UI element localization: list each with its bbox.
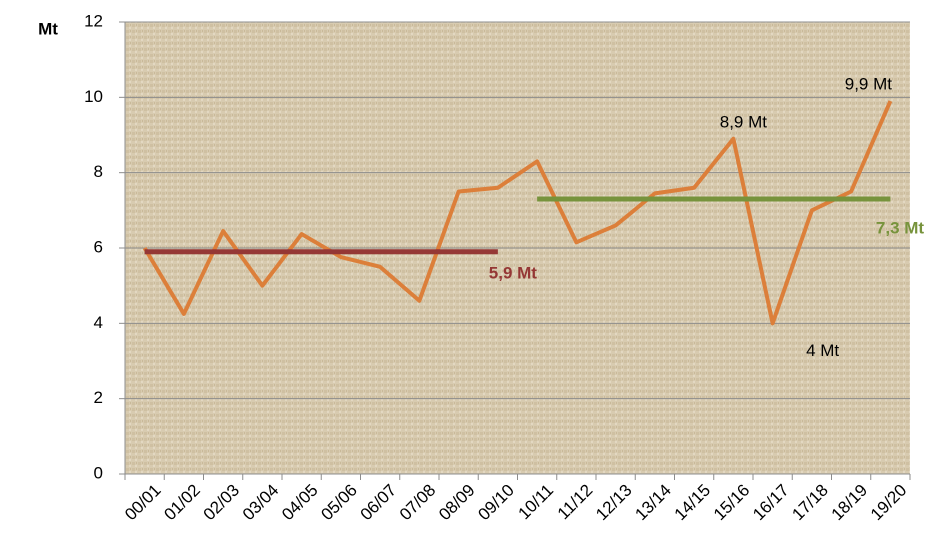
y-tick-label: 0 xyxy=(94,463,103,482)
x-tick-label: 12/13 xyxy=(592,481,636,525)
y-tick-label: 4 xyxy=(94,313,103,332)
y-tick-label: 12 xyxy=(84,11,103,30)
data-label: 4 Mt xyxy=(806,341,839,360)
average-label: 7,3 Mt xyxy=(876,219,925,238)
y-tick-label: 8 xyxy=(94,162,103,181)
average-label: 5,9 Mt xyxy=(489,263,538,282)
x-tick-label: 05/06 xyxy=(317,481,361,525)
x-tick-label: 02/03 xyxy=(200,481,244,525)
y-tick-label: 10 xyxy=(84,87,103,106)
data-label: 8,9 Mt xyxy=(720,112,768,131)
x-tick-label: 08/09 xyxy=(435,481,479,525)
x-tick-label: 07/08 xyxy=(396,481,440,525)
x-tick-label: 10/11 xyxy=(514,481,557,524)
data-label: 9,9 Mt xyxy=(845,75,893,94)
x-tick-label: 19/20 xyxy=(867,481,911,525)
y-tick-label: 2 xyxy=(94,388,103,407)
x-tick-label: 11/12 xyxy=(554,481,597,524)
data-line xyxy=(142,100,893,326)
y-tick-label: 6 xyxy=(94,237,103,256)
x-tick-label: 18/19 xyxy=(828,481,872,525)
x-tick-label: 16/17 xyxy=(749,481,793,525)
x-tick-label: 17/18 xyxy=(788,481,832,525)
x-tick-label: 01/02 xyxy=(160,481,204,525)
x-tick-label: 06/07 xyxy=(357,481,401,525)
x-tick-label: 04/05 xyxy=(278,481,322,525)
x-tick-label: 09/10 xyxy=(474,481,518,525)
x-tick-label: 03/04 xyxy=(239,481,283,525)
x-tick-label: 13/14 xyxy=(631,481,675,525)
y-axis-label: Mt xyxy=(38,19,58,38)
x-tick-label: 14/15 xyxy=(671,481,715,525)
x-tick-label: 00/01 xyxy=(121,481,165,525)
x-tick-label: 15/16 xyxy=(710,481,754,525)
